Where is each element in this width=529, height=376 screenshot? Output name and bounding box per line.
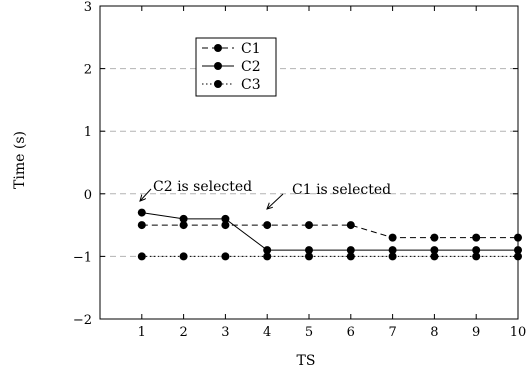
data-point	[221, 221, 230, 230]
series-c1	[137, 221, 522, 242]
data-point	[263, 246, 272, 255]
data-point	[346, 252, 355, 261]
x-tick-label: 9	[472, 325, 480, 340]
data-point	[346, 246, 355, 255]
data-point	[430, 246, 439, 255]
x-tick-label: 6	[347, 325, 355, 340]
legend-entry-c1: C1	[202, 41, 261, 57]
y-tick-label: 0	[84, 188, 92, 203]
annotation-arrow	[267, 193, 284, 209]
data-point	[472, 252, 481, 261]
legend-label: C2	[241, 59, 261, 75]
data-point	[221, 214, 230, 223]
series-line-c2	[141, 212, 518, 251]
axis-ticks: −2 −1 0 1 2 3 1 2 3 4 5 6 7 8 9 10	[73, 0, 526, 340]
y-tick-label: −2	[73, 313, 92, 328]
x-tick-label: 1	[138, 325, 146, 340]
data-point	[221, 252, 230, 261]
legend-swatch-marker	[214, 44, 222, 52]
legend: C1 C2 C3	[195, 37, 277, 97]
legend-label: C1	[241, 41, 261, 57]
x-tick-label: 8	[430, 325, 438, 340]
annotations: C2 is selected C1 is selected	[140, 179, 391, 209]
y-tick-label: 2	[84, 63, 92, 78]
data-point	[305, 246, 313, 255]
data-point	[137, 221, 146, 230]
data-point	[430, 252, 439, 261]
legend-swatch-marker	[214, 80, 222, 88]
annotation-label: C1 is selected	[292, 182, 391, 198]
series-c3	[137, 252, 522, 261]
data-point	[263, 252, 272, 261]
series-lines	[137, 208, 522, 261]
legend-entry-c2: C2	[202, 59, 261, 75]
y-tick-label: 3	[84, 0, 92, 15]
y-tick-label: −1	[73, 250, 92, 265]
legend-entry-c3: C3	[202, 77, 261, 93]
data-point	[305, 221, 313, 230]
y-tick-label: 1	[84, 125, 92, 140]
x-tick-label: 5	[305, 325, 313, 340]
series-c2	[137, 208, 522, 255]
x-tick-label: 2	[179, 325, 187, 340]
y-axis-label: Time (s)	[12, 131, 28, 189]
data-point	[388, 252, 397, 261]
x-axis-label: TS	[297, 353, 316, 369]
data-point	[472, 246, 481, 255]
data-point	[137, 208, 146, 217]
data-point	[472, 233, 481, 242]
annotation-label: C2 is selected	[153, 179, 252, 195]
data-point	[179, 252, 188, 261]
data-point	[179, 221, 188, 230]
legend-label: C3	[241, 77, 261, 93]
data-point	[263, 221, 272, 230]
data-point	[388, 233, 397, 242]
data-point	[514, 246, 522, 255]
x-tick-label: 4	[263, 325, 271, 340]
data-point	[514, 252, 522, 261]
annotation-arrow	[140, 188, 152, 201]
x-tick-label: 3	[221, 325, 229, 340]
data-point	[430, 233, 439, 242]
x-tick-label: 7	[388, 325, 396, 340]
legend-box	[195, 37, 277, 97]
x-tick-label: 10	[510, 325, 527, 340]
series-line-c1	[141, 224, 518, 239]
legend-swatch-marker	[214, 62, 222, 70]
data-point	[346, 221, 355, 230]
data-point	[179, 214, 188, 223]
plot-frame	[99, 5, 519, 320]
data-point	[514, 233, 522, 242]
data-point	[137, 252, 146, 261]
data-point	[388, 246, 397, 255]
data-point	[305, 252, 313, 261]
